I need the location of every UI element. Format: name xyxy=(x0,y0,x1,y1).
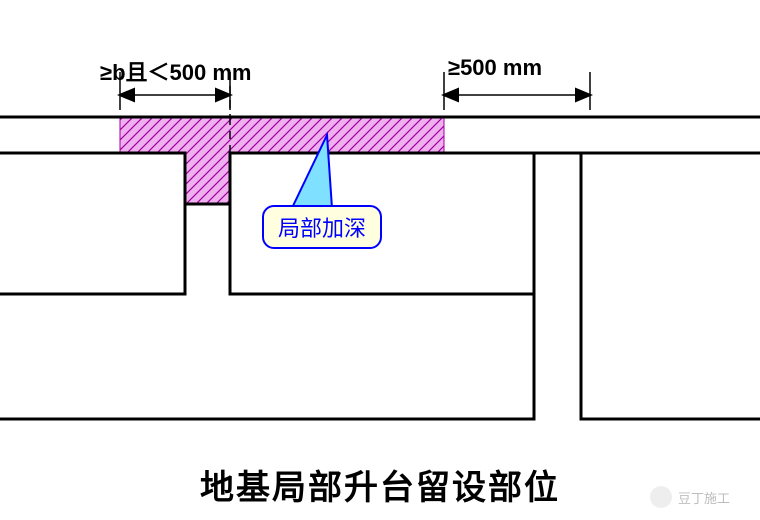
deepened-zone-callout: 局部加深 xyxy=(262,205,382,249)
watermark-text: 豆丁施工 xyxy=(678,488,730,507)
dimension-label-left: ≥b且＜500 mm xyxy=(100,55,251,87)
diagram-title: 地基局部升台留设部位 xyxy=(0,460,760,509)
watermark-icon xyxy=(650,486,672,508)
structure-lines xyxy=(0,117,760,419)
source-watermark: 豆丁施工 xyxy=(650,486,730,508)
dimension-label-right: ≥500 mm xyxy=(448,55,542,81)
deepened-zone xyxy=(120,117,444,204)
